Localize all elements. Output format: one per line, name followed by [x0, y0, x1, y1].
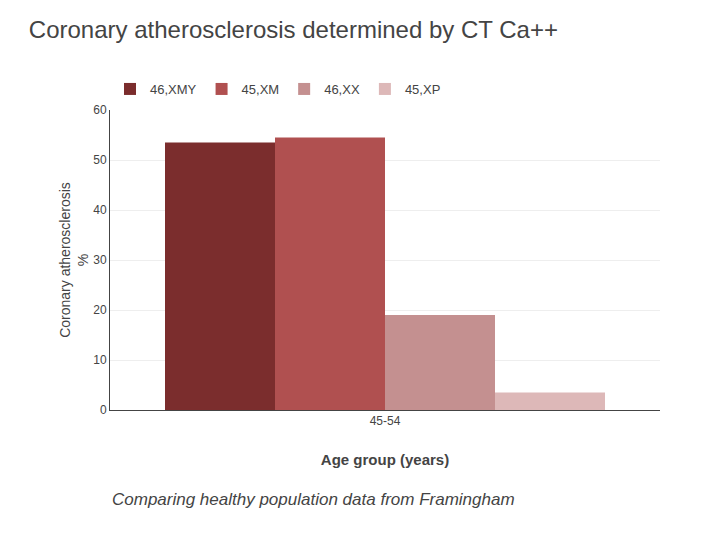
svg-text:Coronary atherosclerosis deter: Coronary atherosclerosis determined by C…	[29, 16, 558, 43]
svg-text:60: 60	[93, 103, 107, 117]
svg-text:46,XX: 46,XX	[324, 82, 360, 97]
svg-text:Coronary atherosclerosis%: Coronary atherosclerosis%	[57, 182, 91, 338]
svg-text:20: 20	[93, 303, 107, 317]
svg-text:Age group (years): Age group (years)	[321, 451, 449, 468]
svg-text:0: 0	[100, 403, 107, 417]
svg-text:45,XP: 45,XP	[405, 82, 440, 97]
svg-text:10: 10	[93, 353, 107, 367]
svg-text:30: 30	[93, 253, 107, 267]
svg-text:40: 40	[93, 203, 107, 217]
svg-text:46,XMY: 46,XMY	[150, 82, 197, 97]
svg-text:45,XM: 45,XM	[242, 82, 280, 97]
svg-text:45-54: 45-54	[370, 414, 401, 428]
svg-text:Comparing healthy population d: Comparing healthy population data from F…	[112, 490, 515, 509]
svg-text:50: 50	[93, 153, 107, 167]
